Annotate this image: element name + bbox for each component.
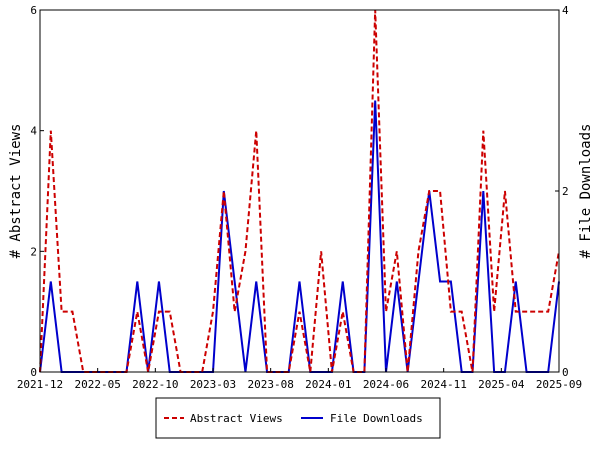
y-left-tick-label: 4: [30, 125, 37, 138]
y-right-tick-label: 0: [562, 366, 569, 379]
legend-label-file-downloads: File Downloads: [330, 412, 423, 425]
legend: Abstract Views File Downloads: [155, 397, 441, 439]
y-left-tick-label: 6: [30, 4, 37, 17]
x-tick-label: 2021-12: [17, 378, 63, 391]
x-tick-label: 2022-05: [74, 378, 120, 391]
y-right-tick-label: 4: [562, 4, 569, 17]
x-tick-label: 2025-04: [478, 378, 525, 391]
y-left-tick-label: 0: [30, 366, 37, 379]
x-tick-label: 2024-06: [363, 378, 409, 391]
x-tick-label: 2025-09: [536, 378, 582, 391]
y-right-tick-label: 2: [562, 185, 569, 198]
x-tick-label: 2024-01: [305, 378, 351, 391]
y-left-tick-label: 2: [30, 245, 37, 258]
x-tick-label: 2024-11: [420, 378, 466, 391]
x-tick-label: 2023-03: [190, 378, 236, 391]
x-tick-label: 2022-10: [132, 378, 178, 391]
legend-box: [155, 397, 441, 439]
axis-ticks: 0 2 4 6 0 2 4 2021-12 2022-05 2022-10 2023-03 2023-…: [17, 4, 582, 391]
x-tick-label: 2023-08: [247, 378, 293, 391]
series-line-file-downloads: [39, 100, 560, 373]
y-left-axis-title: # Abstract Views: [8, 124, 24, 259]
y-right-axis-title: # File Downloads: [578, 124, 594, 259]
series-line-abstract-views: [39, 9, 560, 373]
plot-frame: [39, 9, 560, 373]
legend-label-abstract-views: Abstract Views: [190, 412, 283, 425]
plot-marks: [39, 9, 560, 373]
